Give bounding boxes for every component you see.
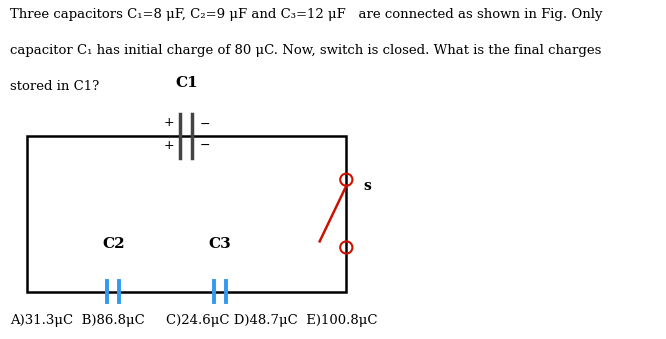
Text: A)31.3μC  B)86.8μC     C)24.6μC D)48.7μC  E)100.8μC: A)31.3μC B)86.8μC C)24.6μC D)48.7μC E)10…	[10, 314, 378, 326]
Text: capacitor C₁ has initial charge of 80 μC. Now, switch is closed. What is the fin: capacitor C₁ has initial charge of 80 μC…	[10, 44, 601, 57]
Text: −: −	[199, 118, 210, 131]
Text: s: s	[363, 179, 371, 194]
Text: C1: C1	[175, 76, 198, 90]
Text: stored in C1?: stored in C1?	[10, 80, 99, 93]
Text: −: −	[199, 139, 210, 152]
Text: C3: C3	[208, 237, 231, 251]
Text: +: +	[163, 116, 174, 129]
Text: +: +	[163, 139, 174, 152]
Text: C2: C2	[102, 237, 125, 251]
Text: Three capacitors C₁=8 μF, C₂=9 μF and C₃=12 μF   are connected as shown in Fig. : Three capacitors C₁=8 μF, C₂=9 μF and C₃…	[10, 8, 603, 21]
Bar	[27, 136, 346, 292]
